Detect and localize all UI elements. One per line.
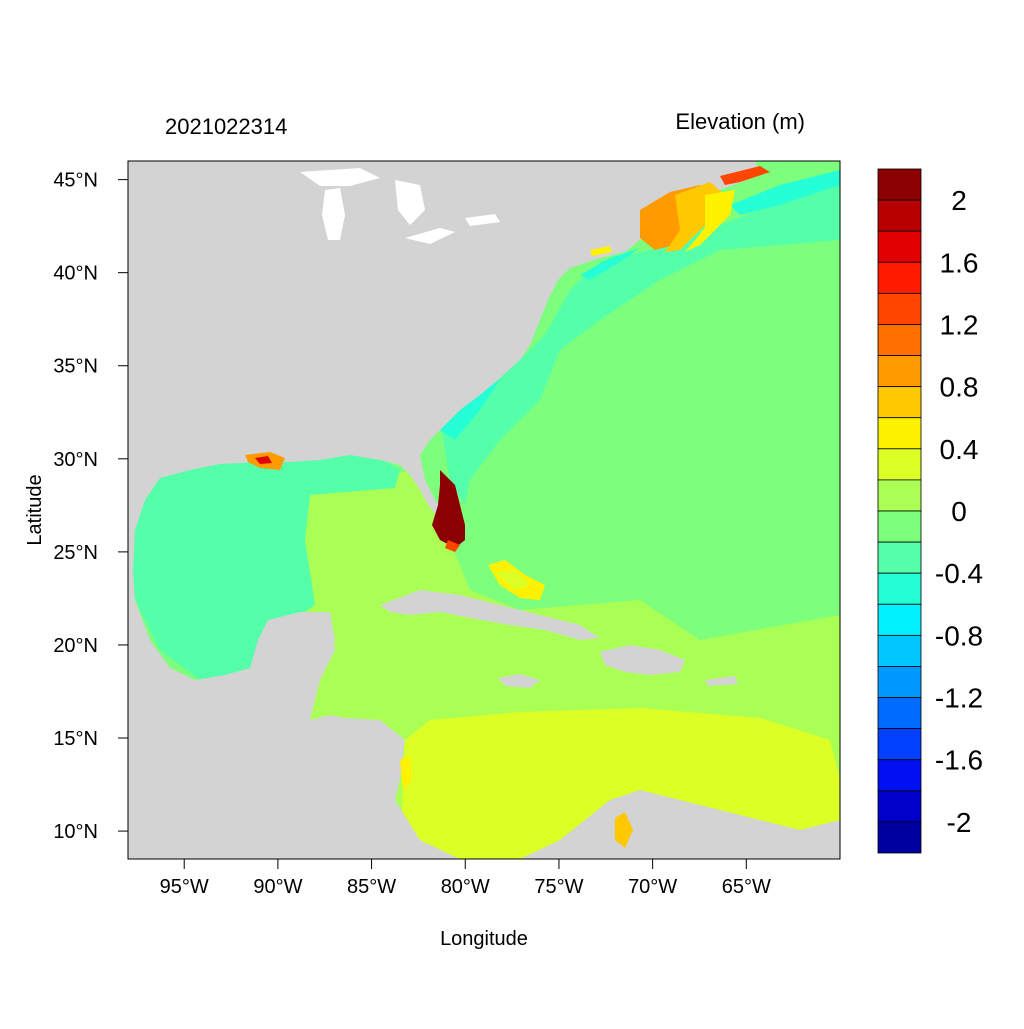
variable-label: Elevation (m): [675, 109, 805, 134]
colorbar-label: 0.4: [940, 434, 979, 465]
colorbar-label: -0.8: [935, 620, 983, 651]
colorbar-segment: [877, 479, 922, 512]
colorbar-labels: 2 1.6 1.2 0.8 0.4 0 -0.4 -0.8 -1.2 -1.6 -2: [935, 185, 983, 838]
colorbar-label: 0: [951, 496, 967, 527]
colorbar-segment: [877, 697, 922, 730]
yucatan-land: [250, 612, 335, 710]
colorbar-label: 1.2: [940, 309, 979, 340]
y-tick-label: 10°N: [53, 821, 98, 843]
x-tick-label: 90°W: [253, 876, 302, 898]
colorbar-segment: [877, 199, 922, 232]
colorbar-segment: [877, 417, 922, 450]
colorbar-segment: [877, 324, 922, 356]
colorbar-label: 1.6: [940, 247, 979, 278]
colorbar-segment: [877, 728, 922, 761]
colorbar-label: -2: [947, 807, 972, 838]
colorbar-label: -0.4: [935, 558, 983, 589]
lake-ontario: [465, 214, 500, 226]
colorbar-segment: [877, 292, 922, 325]
y-tick-label: 40°N: [53, 263, 98, 285]
lake-erie: [405, 228, 455, 244]
x-tick-label: 80°W: [441, 876, 490, 898]
colorbar-segment: [877, 168, 922, 201]
lake-michigan: [322, 188, 345, 240]
colorbar-segment: [877, 261, 922, 294]
nicaragua-coast-yellow: [400, 755, 412, 790]
colorbar-segment: [877, 510, 922, 543]
colorbar-segment: [877, 790, 922, 823]
cape-cod-yellow: [590, 246, 612, 256]
x-tick-label: 75°W: [534, 876, 583, 898]
south-florida-surge: [432, 470, 465, 548]
puerto-rico-land: [705, 676, 738, 686]
south-america-land: [520, 790, 840, 859]
x-axis-ticks: 95°W 90°W 85°W 80°W 75°W 70°W 65°W: [160, 859, 771, 898]
y-tick-label: 30°N: [53, 449, 98, 471]
y-tick-label: 20°N: [53, 635, 98, 657]
gulf-of-mexico-region: [128, 452, 400, 680]
colorbar-segment: [877, 541, 922, 574]
bay-of-fundy-surge: [720, 166, 770, 185]
gulf-coast-surge-red: [255, 456, 272, 464]
florida-bay-region: [412, 530, 445, 560]
x-tick-label: 65°W: [722, 876, 771, 898]
maracaibo-yellow: [615, 812, 633, 848]
colorbar-segment: [877, 759, 922, 792]
colorbar-segment: [877, 355, 922, 388]
land-masses: [128, 161, 840, 859]
x-tick-label: 70°W: [628, 876, 677, 898]
colorbar-segment: [877, 634, 922, 667]
lake-huron: [395, 180, 425, 225]
colorbar-segment: [877, 230, 922, 263]
bahamas-shallows-inner: [495, 570, 530, 590]
map-area: [128, 161, 840, 859]
y-tick-label: 15°N: [53, 728, 98, 750]
us-shelf-region: [440, 175, 840, 505]
y-tick-label: 45°N: [53, 170, 98, 192]
colorbar-segment: [877, 386, 922, 419]
y-axis-ticks: 45°N 40°N 35°N 30°N 25°N 20°N 15°N 10°N: [53, 170, 128, 843]
map-frame: [127, 160, 841, 860]
y-axis-label: Latitude: [24, 474, 46, 545]
colorbar-segment: [877, 821, 922, 854]
great-lakes: [300, 168, 500, 244]
cuba-land: [380, 590, 600, 640]
colorbar: [877, 168, 922, 854]
colorbar-label: -1.6: [935, 745, 983, 776]
x-tick-label: 95°W: [160, 876, 209, 898]
colorbar-segment: [877, 603, 922, 636]
y-tick-label: 25°N: [53, 542, 98, 564]
x-tick-label: 85°W: [347, 876, 396, 898]
colorbar-label: -1.2: [935, 683, 983, 714]
colorbar-segment: [877, 448, 922, 481]
timestamp-label: 2021022314: [165, 114, 287, 139]
y-tick-label: 35°N: [53, 356, 98, 378]
gulf-of-maine-edge: [685, 190, 735, 252]
nearshore-shelf-region: [440, 170, 840, 440]
colorbar-label: 2: [951, 185, 967, 216]
colorbar-label: 0.8: [940, 372, 979, 403]
colorbar-segment: [877, 572, 922, 605]
jamaica-land: [498, 674, 540, 688]
lake-superior: [300, 168, 380, 186]
florida-keys-surge: [445, 540, 460, 552]
colorbar-segment: [877, 666, 922, 698]
x-axis-label: Longitude: [440, 928, 528, 950]
hispaniola-land: [600, 645, 685, 675]
